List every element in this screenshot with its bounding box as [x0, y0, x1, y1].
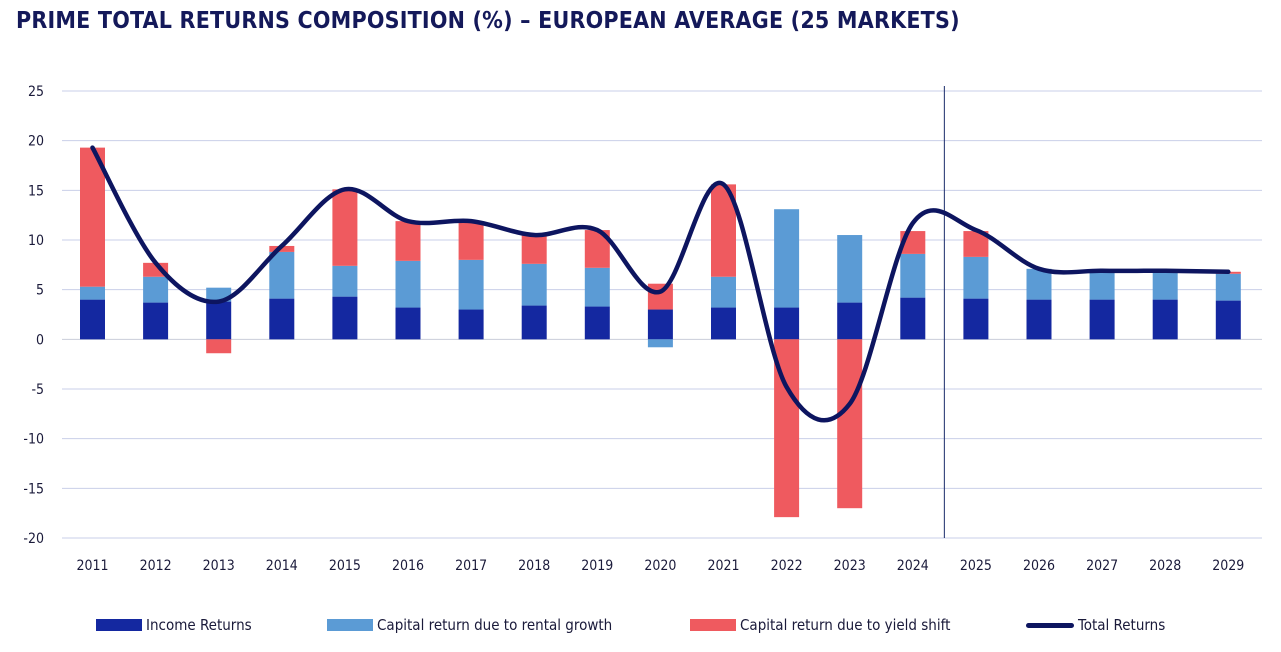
yield-shift-bar-2018 [521, 235, 547, 264]
income-bar-2024 [900, 297, 926, 340]
rental-growth-bar-2023 [837, 235, 863, 303]
bars [80, 147, 1241, 518]
x-tick-label: 2022 [771, 558, 803, 574]
income-bar-2012 [143, 302, 169, 340]
total-returns-line [90, 145, 1231, 423]
yield-shift-bar-2013 [206, 339, 232, 354]
legend-item-rental: Capital return due to rental growth [327, 616, 612, 634]
legend-label-income: Income Returns [146, 616, 252, 634]
x-tick-label: 2025 [960, 558, 992, 574]
legend-item-income: Income Returns [96, 616, 252, 634]
x-tick-label: 2029 [1212, 558, 1244, 574]
x-tick-label: 2012 [140, 558, 172, 574]
yield-shift-bar-2016 [395, 221, 421, 261]
x-tick-label: 2015 [329, 558, 361, 574]
x-tick-label: 2026 [1023, 558, 1055, 574]
income-bar-2028 [1152, 299, 1178, 340]
legend-label-total: Total Returns [1078, 616, 1166, 634]
rental-growth-bar-2014 [269, 251, 295, 299]
income-bar-2011 [80, 299, 105, 340]
x-tick-label: 2027 [1086, 558, 1118, 574]
x-tick-label: 2011 [76, 558, 108, 574]
x-tick-label: 2013 [203, 558, 235, 574]
income-bar-2015 [332, 296, 358, 340]
x-tick-label: 2018 [518, 558, 550, 574]
y-tick-label: 0 [36, 332, 44, 348]
x-tick-label: 2017 [455, 558, 487, 574]
chart-title: PRIME TOTAL RETURNS COMPOSITION (%) – EU… [16, 8, 960, 34]
income-bar-2023 [837, 302, 863, 340]
legend-item-total: Total Returns [1026, 616, 1165, 634]
rental-growth-bar-2015 [332, 265, 358, 297]
rental-growth-bar-2011 [80, 286, 105, 300]
income-bar-2017 [458, 309, 484, 340]
income-bar-2026 [1026, 299, 1052, 340]
income-bar-2021 [711, 307, 736, 340]
legend-swatch-rental [327, 619, 373, 631]
income-bar-2025 [963, 298, 989, 340]
x-tick-label: 2019 [581, 558, 613, 574]
income-bar-2014 [269, 298, 295, 340]
legend-swatch-total [1026, 622, 1074, 628]
rental-growth-bar-2026 [1026, 268, 1052, 300]
x-tick-label: 2023 [834, 558, 866, 574]
y-tick-label: 20 [28, 134, 44, 150]
rental-growth-bar-2019 [584, 267, 610, 307]
y-tick-label: 5 [36, 283, 44, 299]
income-bar-2013 [206, 301, 232, 340]
total-returns-path [90, 145, 1231, 423]
x-tick-label: 2014 [266, 558, 298, 574]
income-bar-2019 [584, 306, 610, 340]
rental-growth-bar-2022 [774, 209, 800, 308]
rental-growth-bar-2025 [963, 256, 989, 299]
rental-growth-bar-2021 [711, 276, 736, 308]
y-tick-label: -10 [23, 432, 44, 448]
legend-label-rental: Capital return due to rental growth [377, 616, 613, 634]
x-tick-label: 2021 [707, 558, 739, 574]
yield-shift-bar-2015 [332, 189, 358, 266]
income-bar-2016 [395, 307, 421, 340]
rental-growth-bar-2016 [395, 260, 421, 308]
x-tick-label: 2020 [644, 558, 676, 574]
rental-growth-bar-2012 [143, 276, 169, 303]
y-tick-label: 10 [28, 233, 44, 249]
income-bar-2018 [521, 305, 547, 340]
legend: Income Returns Capital return due to ren… [0, 616, 1281, 644]
rental-growth-bar-2018 [521, 263, 547, 306]
y-tick-label: -20 [23, 531, 44, 547]
income-bar-2027 [1089, 299, 1115, 340]
x-axis: 2011 2012 2013 2014 2015 2016 2017 2018 2019 2020… [76, 558, 1244, 574]
x-tick-label: 2024 [897, 558, 929, 574]
rental-growth-bar-2020 [647, 339, 673, 348]
y-tick-label: 25 [28, 84, 44, 100]
income-bar-2029 [1215, 300, 1241, 340]
legend-label-yield: Capital return due to yield shift [740, 616, 951, 634]
yield-shift-bar-2023 [837, 339, 863, 509]
y-tick-label: -15 [23, 481, 44, 497]
income-bar-2020 [647, 309, 673, 340]
y-axis: 25 20 15 10 5 0 -5 -10 -15 -20 [23, 84, 44, 547]
y-tick-label: 15 [28, 183, 44, 199]
rental-growth-bar-2017 [458, 259, 484, 310]
rental-growth-bar-2024 [900, 253, 926, 298]
yield-shift-bar-2017 [458, 221, 484, 260]
legend-item-yield: Capital return due to yield shift [690, 616, 950, 634]
legend-swatch-income [96, 619, 142, 631]
rental-growth-bar-2027 [1089, 270, 1115, 300]
legend-swatch-yield [690, 619, 736, 631]
yield-shift-bar-2011 [80, 147, 105, 287]
income-bar-2022 [774, 307, 800, 340]
x-tick-label: 2016 [392, 558, 424, 574]
yield-shift-bar-2020 [647, 283, 673, 310]
rental-growth-bar-2029 [1215, 273, 1241, 301]
x-tick-label: 2028 [1149, 558, 1181, 574]
y-tick-label: -5 [31, 382, 44, 398]
rental-growth-bar-2028 [1152, 270, 1178, 300]
